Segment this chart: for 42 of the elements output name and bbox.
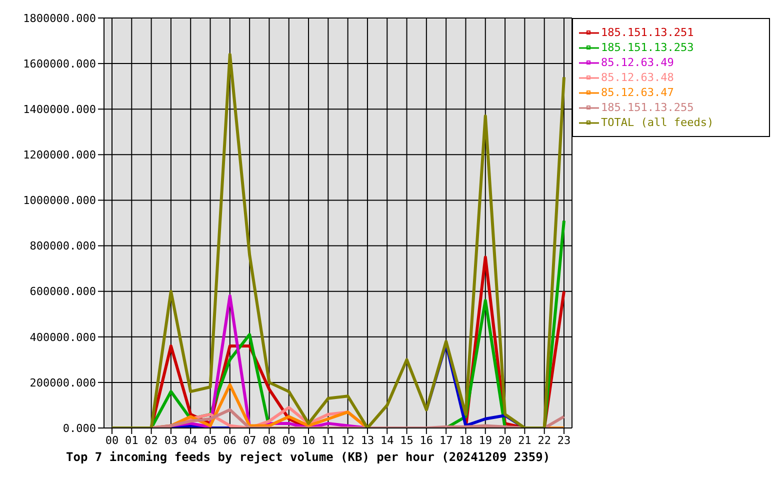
y-tick-label: 800000.000 [30, 240, 96, 253]
x-tick-label: 06 [223, 434, 237, 447]
legend-label: 85.12.63.48 [601, 70, 674, 85]
y-tick-label: 0.000 [62, 422, 96, 435]
x-tick-label: 07 [242, 434, 256, 447]
y-tick-label: 1800000.000 [23, 12, 96, 25]
x-tick-label: 17 [439, 434, 453, 447]
x-tick-label: 11 [322, 434, 335, 447]
x-tick-label: 14 [380, 434, 394, 447]
x-tick-label: 20 [498, 434, 512, 447]
y-tick-label: 400000.000 [30, 330, 96, 344]
x-tick-label: 19 [478, 434, 492, 447]
y-tick-label: 1600000.000 [23, 57, 96, 70]
legend-label: 85.12.63.47 [601, 85, 674, 100]
x-tick-label: 09 [282, 434, 296, 447]
legend-label: 185.151.13.255 [601, 100, 694, 115]
x-tick-label: 16 [420, 434, 434, 447]
x-tick-label: 18 [459, 434, 472, 447]
x-tick-label: 03 [164, 434, 178, 447]
x-tick-label: 01 [125, 434, 138, 447]
x-tick-label: 13 [360, 434, 374, 447]
text: Top 7 incoming feeds by reject volume (KB) per hour (20241209 2359) [66, 450, 550, 464]
x-tick-label: 04 [184, 434, 198, 447]
y-tick-label: 1000000.000 [23, 194, 96, 208]
x-tick-label: 22 [538, 434, 551, 447]
x-tick-label: 10 [302, 434, 316, 447]
x-tick-label: 15 [400, 434, 414, 447]
x-tick-label: 21 [518, 434, 532, 447]
legend-label: TOTAL (all feeds) [601, 115, 714, 130]
y-tick-label: 1200000.000 [23, 148, 96, 162]
y-tick-label: 600000.000 [30, 285, 96, 298]
y-tick-label: 1400000.000 [23, 103, 96, 116]
legend-label: 185.151.13.253 [601, 40, 694, 55]
y-tick-label: 200000.000 [30, 376, 96, 390]
x-tick-label: 08 [262, 434, 276, 447]
x-tick-label: 00 [105, 434, 119, 447]
x-tick-label: 02 [144, 434, 158, 447]
legend-label: 85.12.63.49 [601, 55, 674, 70]
legend-label: 185.151.13.251 [601, 25, 694, 40]
x-tick-label: 23 [557, 434, 571, 447]
x-tick-label: 05 [204, 434, 217, 447]
x-tick-label: 12 [341, 434, 354, 447]
